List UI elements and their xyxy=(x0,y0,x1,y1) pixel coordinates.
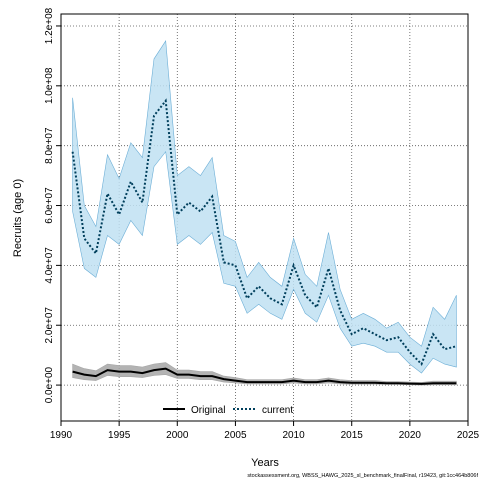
band-current xyxy=(72,40,457,374)
y-axis: 0.0e+00 2.0e+07 4.0e+07 6.0e+07 8.0e+07 1.0e+… xyxy=(44,7,61,403)
x-tick-label: 2005 xyxy=(224,430,247,441)
x-axis: 1990 1995 2000 2005 2010 2015 2020 2025 xyxy=(50,421,480,441)
legend-label-current: current xyxy=(262,405,293,416)
x-tick-label: 2010 xyxy=(282,430,305,441)
plot-frame xyxy=(60,13,469,422)
y-axis-title: Recruits (age 0) xyxy=(12,179,24,257)
x-tick-label: 1995 xyxy=(108,430,131,441)
x-tick-label: 2015 xyxy=(341,430,364,441)
y-tick-label: 8.0e+07 xyxy=(44,127,55,164)
x-tick-label: 2000 xyxy=(166,430,189,441)
confidence-bands xyxy=(72,40,457,386)
band-original xyxy=(72,362,457,386)
x-tick-label: 1990 xyxy=(50,430,73,441)
footer-source: stockassessment.org, WBSS_HAWG_2025_sl_b… xyxy=(247,473,478,479)
y-tick-label: 2.0e+07 xyxy=(44,307,55,344)
legend: Original current xyxy=(163,405,293,416)
y-tick-label: 4.0e+07 xyxy=(44,247,55,284)
x-tick-label: 2020 xyxy=(399,430,422,441)
y-tick-label: 0.0e+00 xyxy=(44,366,55,403)
y-tick-label: 1.0e+08 xyxy=(44,67,55,104)
legend-label-original: Original xyxy=(191,405,225,416)
line-original xyxy=(72,367,457,385)
x-axis-title: Years xyxy=(251,457,279,469)
y-tick-label: 1.2e+08 xyxy=(44,7,55,44)
y-tick-label: 6.0e+07 xyxy=(44,187,55,224)
x-tick-label: 2025 xyxy=(457,430,480,441)
series-lines xyxy=(71,98,457,385)
